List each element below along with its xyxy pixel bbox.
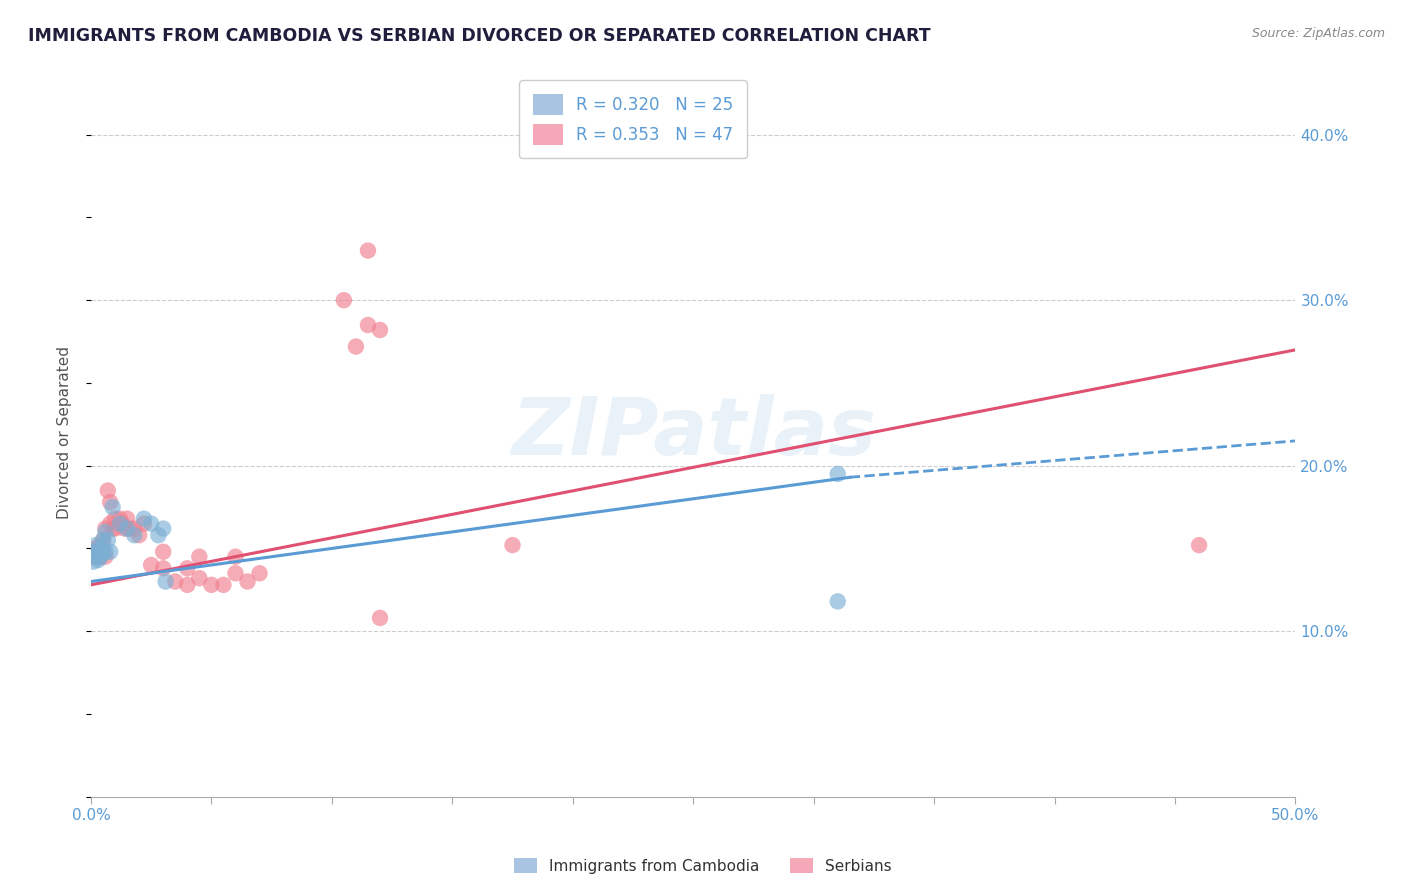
Point: [101, 500, 124, 514]
Point: [90, 549, 112, 564]
Text: Source: ZipAtlas.com: Source: ZipAtlas.com: [1251, 27, 1385, 40]
Point: [87, 541, 110, 556]
Point: [82, 545, 104, 559]
Point: [224, 566, 246, 581]
Point: [91, 545, 114, 559]
Point: [368, 611, 391, 625]
Point: [152, 561, 174, 575]
Point: [128, 528, 150, 542]
Point: [357, 244, 380, 258]
Point: [108, 511, 131, 525]
Point: [98, 495, 121, 509]
Point: [502, 538, 524, 552]
Point: [90, 541, 112, 556]
Point: [141, 558, 163, 572]
Point: [87, 545, 110, 559]
Point: [188, 571, 211, 585]
Point: [104, 511, 127, 525]
Point: [827, 594, 849, 608]
Point: [111, 516, 134, 531]
Point: [91, 545, 114, 559]
Point: [104, 522, 127, 536]
Point: [108, 516, 131, 531]
Point: [84, 541, 107, 556]
Point: [90, 549, 112, 564]
Point: [87, 549, 110, 564]
Point: [90, 538, 112, 552]
Point: [94, 524, 117, 539]
Point: [87, 553, 110, 567]
Point: [91, 533, 114, 548]
Point: [176, 578, 198, 592]
Point: [165, 574, 187, 589]
Point: [124, 522, 146, 536]
Point: [357, 318, 380, 332]
Point: [101, 522, 124, 536]
Point: [148, 528, 170, 542]
Point: [200, 578, 222, 592]
Point: [118, 522, 141, 536]
Point: [141, 516, 163, 531]
Point: [236, 574, 259, 589]
Point: [98, 516, 121, 531]
Point: [132, 516, 155, 531]
Point: [249, 566, 271, 581]
Point: [333, 293, 356, 308]
Point: [94, 545, 117, 559]
Point: [1188, 538, 1211, 552]
Point: [124, 528, 146, 542]
Point: [84, 538, 107, 552]
Point: [368, 323, 391, 337]
Point: [84, 549, 107, 564]
Point: [155, 574, 177, 589]
Text: IMMIGRANTS FROM CAMBODIA VS SERBIAN DIVORCED OR SEPARATED CORRELATION CHART: IMMIGRANTS FROM CAMBODIA VS SERBIAN DIVO…: [28, 27, 931, 45]
Point: [212, 578, 235, 592]
Point: [188, 549, 211, 564]
Point: [344, 340, 367, 354]
Point: [115, 511, 138, 525]
Point: [91, 533, 114, 548]
Point: [98, 545, 121, 559]
Point: [114, 522, 136, 536]
Point: [152, 545, 174, 559]
Text: ZIPatlas: ZIPatlas: [510, 393, 876, 472]
Point: [132, 511, 155, 525]
Point: [176, 561, 198, 575]
Point: [152, 522, 174, 536]
Legend: R = 0.320   N = 25, R = 0.353   N = 47: R = 0.320 N = 25, R = 0.353 N = 47: [519, 80, 747, 158]
Point: [115, 522, 138, 536]
Point: [97, 533, 120, 548]
Legend: Immigrants from Cambodia, Serbians: Immigrants from Cambodia, Serbians: [508, 852, 898, 880]
Point: [84, 549, 107, 564]
Point: [82, 555, 104, 569]
Point: [827, 467, 849, 481]
Point: [82, 549, 104, 564]
Point: [97, 483, 120, 498]
Y-axis label: Divorced or Separated: Divorced or Separated: [58, 346, 72, 519]
Point: [94, 549, 117, 564]
Point: [94, 522, 117, 536]
Point: [224, 549, 246, 564]
Point: [82, 545, 104, 559]
